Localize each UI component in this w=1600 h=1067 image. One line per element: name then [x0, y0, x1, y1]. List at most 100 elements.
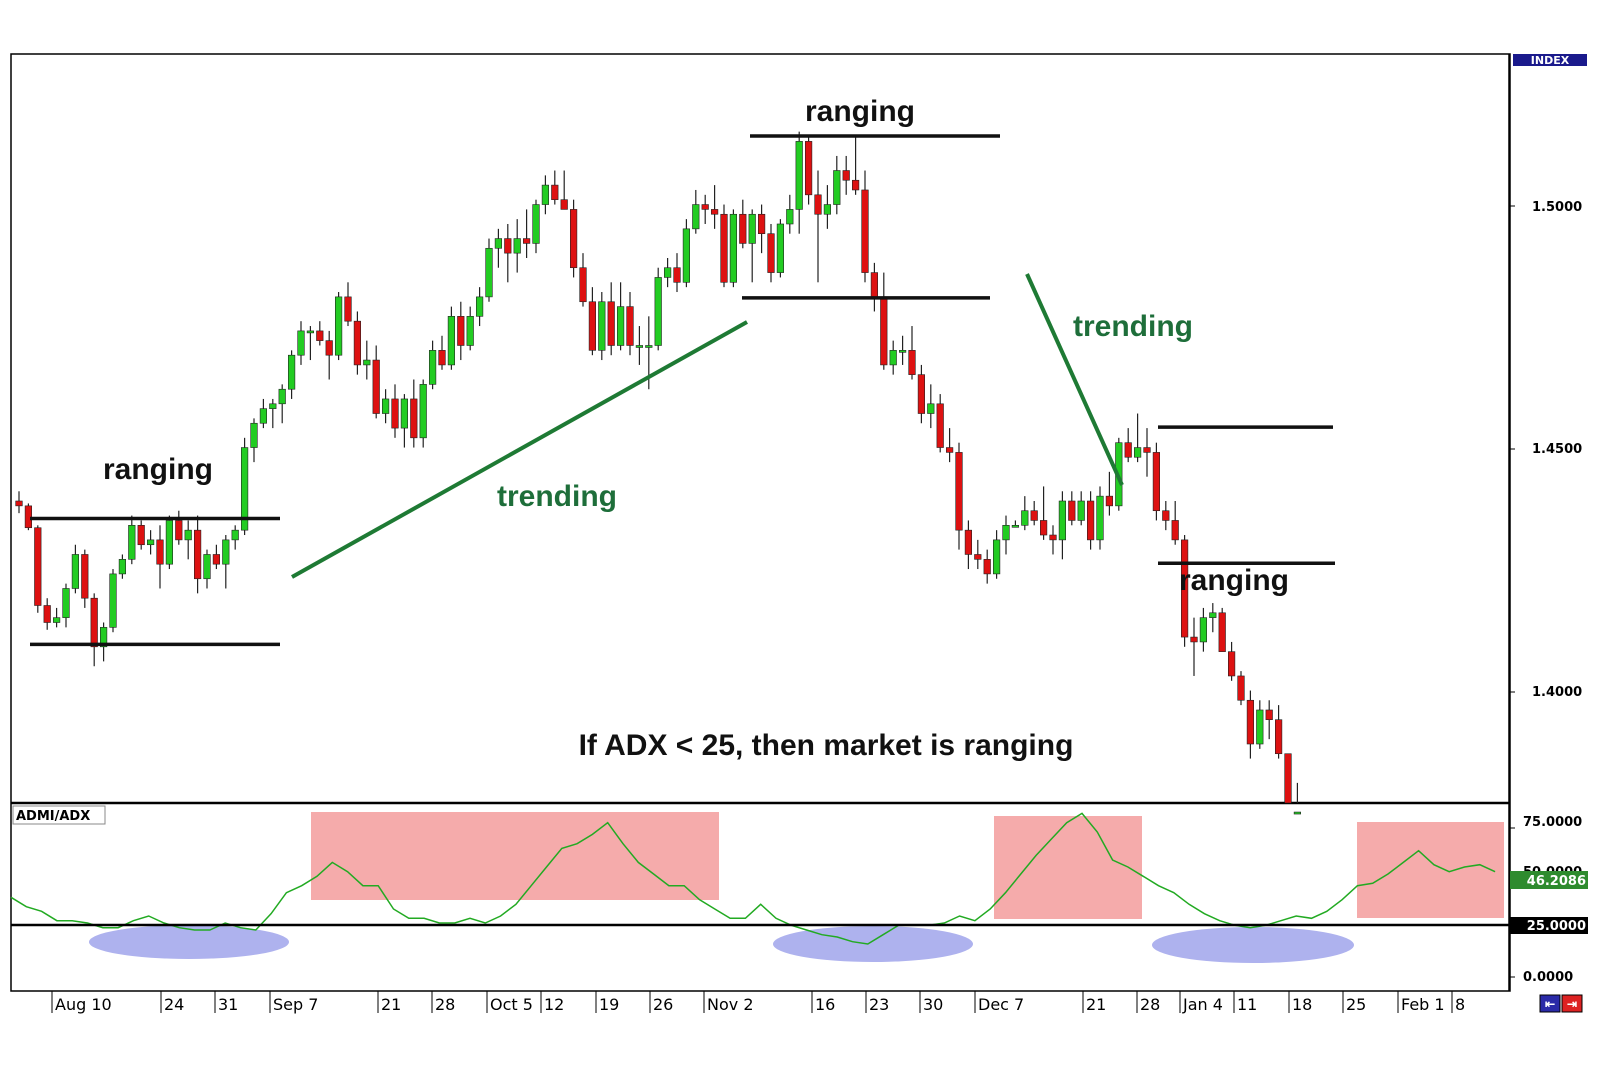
- bullish-candle: [128, 525, 136, 560]
- x-tick-label: 26: [653, 995, 673, 1014]
- bearish-candle: [964, 529, 972, 555]
- bullish-candle: [400, 398, 409, 429]
- x-tick-label: 23: [869, 995, 889, 1014]
- bullish-candle: [927, 403, 935, 414]
- adx-low-zone: [773, 926, 973, 962]
- scroll-right-button[interactable]: ⇥: [1561, 994, 1583, 1013]
- bearish-candle: [1171, 520, 1179, 541]
- bearish-candle: [372, 359, 380, 414]
- bullish-candle: [682, 228, 690, 283]
- adx-tick-label: 75.0000: [1523, 815, 1582, 830]
- ranging-label-2: ranging: [805, 95, 915, 128]
- scroll-left-button[interactable]: ⇤: [1539, 994, 1561, 1013]
- x-tick-label: 21: [1086, 995, 1106, 1014]
- bearish-candle: [15, 500, 23, 507]
- bullish-candle: [1058, 500, 1066, 541]
- adx-rule-caption: If ADX < 25, then market is ranging: [579, 729, 1074, 762]
- bearish-candle: [1190, 636, 1198, 643]
- price-tick-label: 1.5000: [1532, 200, 1582, 215]
- bearish-candle: [851, 179, 860, 191]
- bullish-candle: [109, 573, 117, 628]
- x-tick-label: 8: [1455, 995, 1465, 1014]
- bullish-candle: [598, 301, 606, 351]
- x-tick-label: 24: [164, 995, 184, 1014]
- bearish-candle: [1068, 500, 1076, 521]
- bearish-candle: [955, 452, 963, 531]
- bullish-candle: [485, 247, 493, 298]
- threshold-value: 25.0000: [1527, 919, 1586, 934]
- bullish-candle: [466, 316, 474, 346]
- x-tick-label: 28: [435, 995, 455, 1014]
- bullish-candle: [795, 141, 803, 210]
- bullish-candle: [992, 539, 1001, 575]
- bearish-candle: [983, 559, 991, 575]
- range-levels: [30, 134, 1335, 647]
- bearish-candle: [1284, 753, 1292, 804]
- scroll-left-icon: ⇤: [1545, 997, 1555, 1011]
- bearish-candle: [870, 272, 878, 298]
- bearish-candle: [1181, 539, 1189, 638]
- bearish-candle: [701, 204, 709, 210]
- bearish-candle: [212, 554, 221, 565]
- bearish-candle: [90, 597, 98, 648]
- x-tick-label: 11: [1237, 995, 1257, 1014]
- bearish-candle: [81, 554, 89, 599]
- adx-title-box: [12, 805, 106, 825]
- bearish-candle: [579, 267, 587, 303]
- bullish-candle: [250, 422, 258, 448]
- bullish-candle: [184, 529, 192, 541]
- bearish-candle: [1275, 719, 1283, 755]
- bullish-candle: [1096, 495, 1104, 541]
- bearish-candle: [814, 194, 822, 215]
- adx-high-zone: [994, 816, 1142, 919]
- bullish-candle: [297, 330, 305, 356]
- trending-label-2: trending: [1073, 310, 1193, 343]
- bearish-candle: [560, 199, 568, 210]
- adx-title: ADMI/ADX: [16, 809, 90, 824]
- bullish-candle: [363, 359, 371, 366]
- bearish-candle: [974, 554, 982, 560]
- bearish-candle: [1030, 510, 1038, 521]
- bullish-candle: [100, 627, 108, 648]
- bullish-candle: [494, 238, 503, 249]
- bullish-candle: [241, 447, 249, 531]
- x-tick-label: Jan 4: [1182, 995, 1223, 1014]
- bearish-candle: [438, 350, 446, 366]
- bullish-candle: [1134, 447, 1142, 458]
- x-tick-label: Aug 10: [55, 995, 112, 1014]
- adx-line: [10, 812, 1496, 945]
- trending-label-1: trending: [497, 480, 617, 513]
- bullish-candle: [287, 354, 296, 390]
- bearish-candle: [316, 330, 324, 341]
- bullish-candle: [52, 617, 61, 623]
- bearish-candle: [175, 520, 183, 541]
- bearish-candle: [137, 525, 145, 546]
- bullish-candle: [1256, 709, 1264, 745]
- bearish-candle: [1237, 675, 1245, 701]
- x-tick-label: Sep 7: [273, 995, 318, 1014]
- bullish-candle: [889, 350, 897, 366]
- x-tick-label: 18: [1292, 995, 1312, 1014]
- bearish-candle: [1162, 510, 1170, 521]
- bullish-candle: [475, 296, 484, 317]
- bearish-candle: [551, 184, 559, 200]
- bullish-candle: [823, 204, 831, 215]
- bearish-candle: [194, 529, 202, 580]
- bullish-candle: [654, 277, 662, 346]
- x-axis: Aug 10 24 31 Sep 7 21 28 Oct 5 12 19 26 Nov 2 16 23 3…: [51, 991, 1465, 1014]
- adx-current-value: 46.2086: [1527, 874, 1586, 889]
- bearish-candle: [1218, 612, 1226, 652]
- bullish-candle: [71, 554, 79, 589]
- bearish-candle: [43, 605, 51, 623]
- x-tick-label: 19: [599, 995, 619, 1014]
- bullish-candle: [278, 388, 286, 405]
- bearish-candle: [588, 301, 596, 351]
- bearish-candle: [457, 316, 465, 346]
- bearish-candle: [607, 301, 615, 346]
- adx-zones: [89, 812, 1504, 963]
- adx-low-zone: [89, 925, 289, 959]
- bullish-candle: [147, 539, 155, 546]
- bullish-candle: [428, 350, 437, 385]
- index-label-box: [1513, 54, 1587, 66]
- bearish-candle: [344, 296, 352, 322]
